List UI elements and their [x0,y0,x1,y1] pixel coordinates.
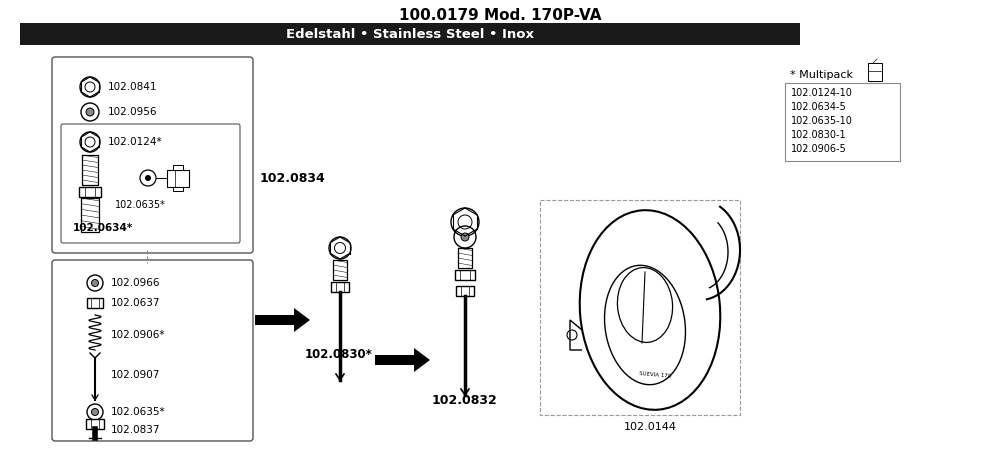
Text: 102.0144: 102.0144 [624,422,676,432]
Bar [331,282,349,292]
Text: 102.0841: 102.0841 [108,82,158,92]
Text: 102.0830-1: 102.0830-1 [791,130,847,140]
Bar [173,187,183,191]
Bar [79,187,101,197]
Text: 102.0635*: 102.0635* [115,200,166,210]
Bar [333,260,347,280]
Text: 102.0634*: 102.0634* [73,223,133,233]
Bar [82,155,98,185]
Circle shape [92,409,98,415]
Text: 100.0179 Mod. 170P-VA: 100.0179 Mod. 170P-VA [399,8,601,22]
Text: 102.0906*: 102.0906* [111,330,166,340]
Text: 102.0637: 102.0637 [111,298,160,308]
Text: 102.0124*: 102.0124* [108,137,163,147]
Circle shape [145,175,151,181]
Text: Edelstahl • Stainless Steel • Inox: Edelstahl • Stainless Steel • Inox [286,27,534,40]
Circle shape [86,108,94,116]
Text: SUEVIA 170: SUEVIA 170 [639,371,671,379]
Bar [540,200,740,415]
Text: 102.0634-5: 102.0634-5 [791,102,847,112]
Text: 102.0907: 102.0907 [111,370,160,380]
Bar [173,165,183,170]
Text: 102.0956: 102.0956 [108,107,158,117]
FancyBboxPatch shape [52,260,253,441]
Text: 102.0124-10: 102.0124-10 [791,88,853,98]
Text: 102.0966: 102.0966 [111,278,160,288]
Text: * Multipack: * Multipack [790,70,853,80]
Text: 102.0837: 102.0837 [111,425,160,435]
Bar [458,248,472,268]
Text: 102.0635*: 102.0635* [111,407,166,417]
Bar [81,198,99,232]
Text: 102.0834: 102.0834 [260,171,326,184]
Circle shape [461,233,469,241]
Bar [20,23,800,45]
PathPatch shape [255,308,310,332]
Circle shape [92,279,98,287]
Bar [868,63,882,81]
Bar [456,286,474,296]
Text: 102.0906-5: 102.0906-5 [791,144,847,154]
FancyBboxPatch shape [61,124,240,243]
Bar [455,270,475,280]
Bar [86,419,104,429]
FancyBboxPatch shape [52,57,253,253]
Bar [167,170,189,187]
Bar [785,83,900,161]
Text: 102.0635-10: 102.0635-10 [791,116,853,126]
Text: 102.0830*: 102.0830* [305,348,373,361]
PathPatch shape [375,348,430,372]
Text: 102.0832: 102.0832 [432,393,498,406]
Bar [87,298,103,308]
